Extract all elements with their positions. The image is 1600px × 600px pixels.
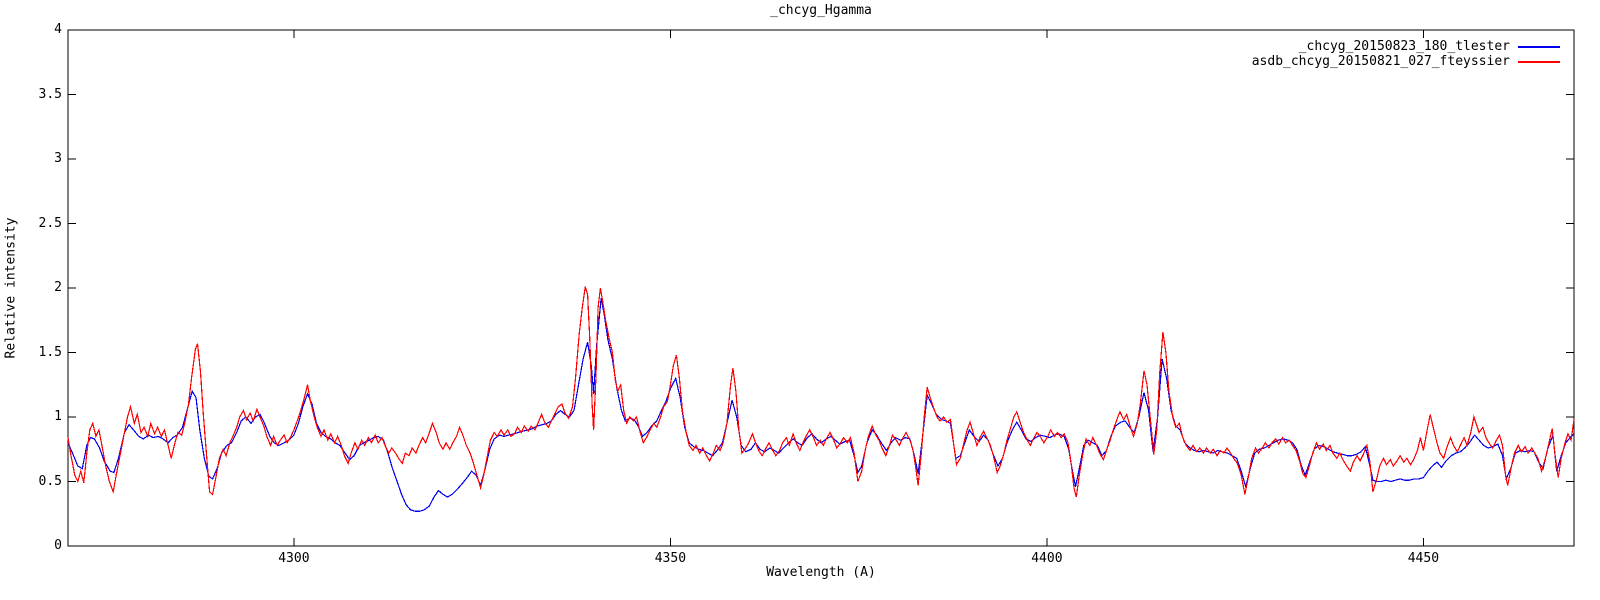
x-tick-label: 4350 xyxy=(654,551,687,566)
y-tick-label: 3 xyxy=(54,151,62,166)
series-line-1 xyxy=(67,286,1575,498)
legend-label: _chcyg_20150823_180_tlester xyxy=(1298,39,1510,54)
y-tick-label: 1 xyxy=(54,409,62,424)
y-tick-label: 4 xyxy=(54,22,62,37)
legend-entry-fteyssier: asdb_chcyg_20150821_027_fteyssier xyxy=(1252,54,1560,69)
legend-entry-tlester: _chcyg_20150823_180_tlester xyxy=(1299,39,1560,54)
legend-line-sample-red xyxy=(1518,60,1560,63)
legend-label: asdb_chcyg_20150821_027_fteyssier xyxy=(1251,54,1510,69)
y-tick-label: 3.5 xyxy=(38,86,62,102)
y-tick-label: 0 xyxy=(54,538,62,553)
series-line-0 xyxy=(67,298,1575,512)
x-tick-label: 4400 xyxy=(1031,551,1063,566)
x-tick-label: 4300 xyxy=(278,551,310,566)
y-tick-label: 2 xyxy=(54,280,62,295)
x-axis-label: Wavelength (A) xyxy=(766,565,876,580)
y-tick-label: 0.5 xyxy=(38,473,62,489)
legend-line-sample-blue xyxy=(1518,45,1560,48)
y-tick-label: 2.5 xyxy=(38,215,62,231)
y-tick-label: 1.5 xyxy=(38,344,62,360)
chart-title: _chcyg_Hgamma xyxy=(770,3,872,18)
x-tick-label: 4450 xyxy=(1407,551,1440,566)
